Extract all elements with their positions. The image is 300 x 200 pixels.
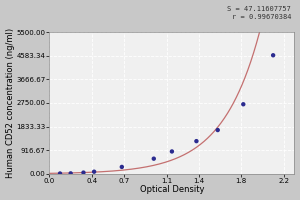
Point	[215, 128, 220, 132]
Point	[81, 171, 86, 174]
Point	[119, 165, 124, 169]
Point	[68, 172, 73, 175]
Y-axis label: Human CD52 concentration (ng/ml): Human CD52 concentration (ng/ml)	[6, 28, 15, 178]
Point	[271, 54, 275, 57]
Point	[241, 103, 246, 106]
X-axis label: Optical Density: Optical Density	[140, 185, 204, 194]
Text: S = 47.11607757
r = 0.99670384: S = 47.11607757 r = 0.99670384	[227, 6, 291, 20]
Point	[169, 150, 174, 153]
Point	[152, 157, 156, 160]
Point	[194, 140, 199, 143]
Point	[92, 170, 97, 173]
Point	[58, 172, 62, 175]
